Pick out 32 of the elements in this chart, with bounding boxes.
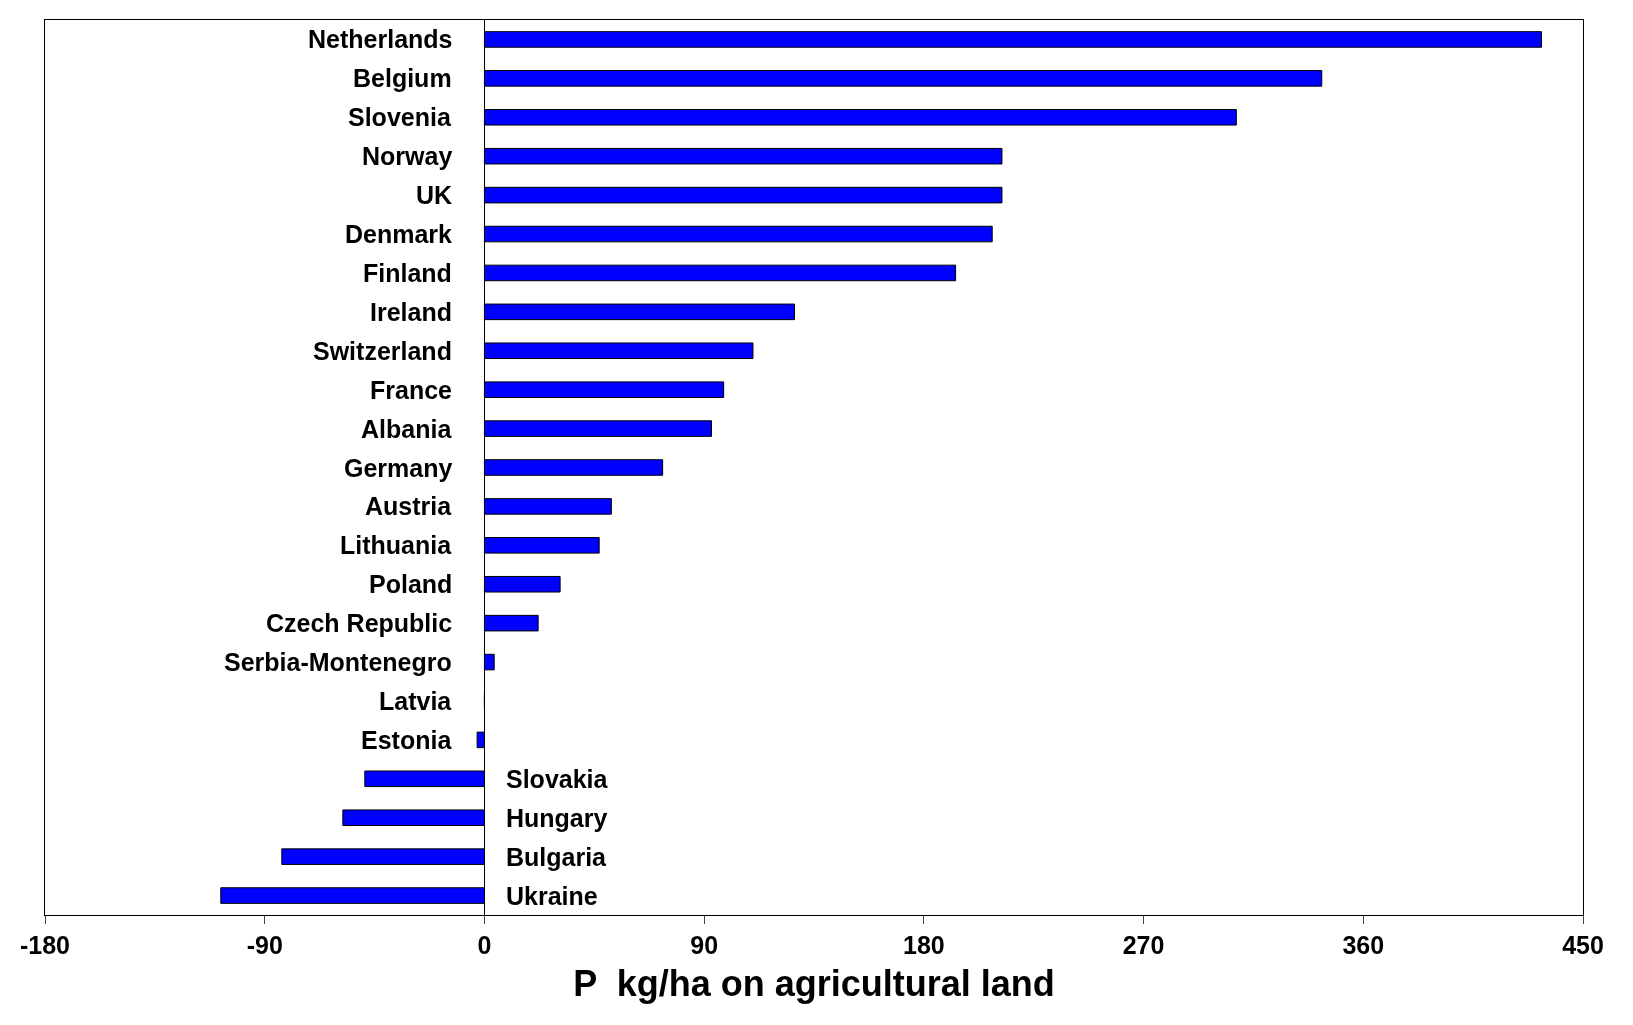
y-tick-label: Hungary (506, 804, 608, 832)
y-tick-label: Serbia-Montenegro (224, 648, 452, 676)
x-tick-label: 0 (477, 931, 492, 959)
y-tick-label: Belgium (353, 64, 452, 92)
x-tick-label: -90 (246, 931, 283, 959)
y-tick-label: Slovakia (506, 765, 609, 793)
y-tick-label: Ireland (370, 298, 452, 326)
x-tick-label: 180 (903, 931, 945, 959)
y-tick-label: Norway (362, 142, 453, 170)
x-tick-label: 90 (690, 931, 719, 959)
y-tick-label: Netherlands (308, 25, 453, 53)
y-tick-label: Finland (363, 259, 452, 287)
y-tick-label: Denmark (345, 220, 453, 248)
y-tick-label: Albania (361, 415, 453, 443)
y-tick-label: Latvia (379, 687, 453, 715)
y-tick-label: Lithuania (340, 531, 453, 559)
x-tick-label: -180 (19, 931, 71, 959)
y-tick-label: Ukraine (506, 882, 598, 910)
y-tick-label: Austria (365, 492, 453, 520)
y-tick-label: Germany (344, 454, 453, 482)
y-tick-label: Slovenia (348, 103, 452, 131)
y-tick-label: Bulgaria (506, 843, 608, 871)
y-tick-label: France (370, 376, 453, 404)
y-tick-label: Switzerland (313, 337, 452, 365)
x-tick-label: 270 (1122, 931, 1165, 959)
y-tick-label: Poland (369, 570, 453, 598)
x-tick-label: 450 (1562, 931, 1604, 959)
x-tick-label: 360 (1342, 931, 1385, 959)
x-axis-title: P kg/ha on agricultural land (573, 962, 1055, 1004)
y-tick-label: Czech Republic (266, 609, 453, 637)
y-tick-label: Estonia (361, 726, 453, 754)
y-tick-label: UK (416, 181, 453, 209)
